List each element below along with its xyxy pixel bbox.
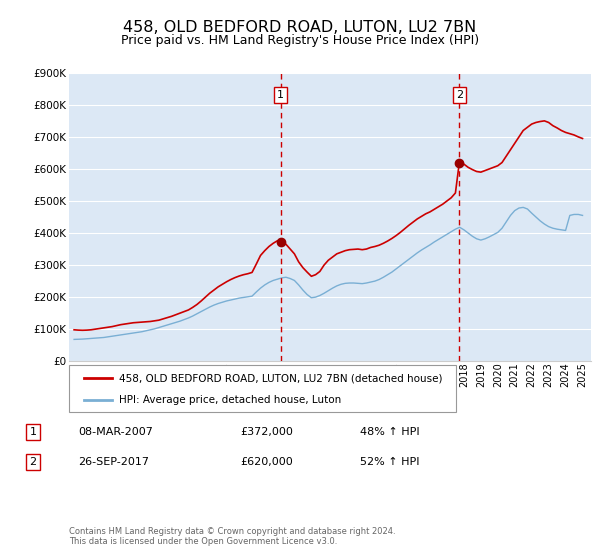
Text: 458, OLD BEDFORD ROAD, LUTON, LU2 7BN: 458, OLD BEDFORD ROAD, LUTON, LU2 7BN bbox=[124, 20, 476, 35]
Text: 2: 2 bbox=[29, 457, 37, 467]
Text: £372,000: £372,000 bbox=[240, 427, 293, 437]
Text: 52% ↑ HPI: 52% ↑ HPI bbox=[360, 457, 419, 467]
Text: 08-MAR-2007: 08-MAR-2007 bbox=[78, 427, 153, 437]
Text: £620,000: £620,000 bbox=[240, 457, 293, 467]
Text: 1: 1 bbox=[29, 427, 37, 437]
Text: 458, OLD BEDFORD ROAD, LUTON, LU2 7BN (detached house): 458, OLD BEDFORD ROAD, LUTON, LU2 7BN (d… bbox=[119, 373, 443, 383]
Text: 26-SEP-2017: 26-SEP-2017 bbox=[78, 457, 149, 467]
Text: 1: 1 bbox=[277, 90, 284, 100]
Text: Price paid vs. HM Land Registry's House Price Index (HPI): Price paid vs. HM Land Registry's House … bbox=[121, 34, 479, 46]
Text: HPI: Average price, detached house, Luton: HPI: Average price, detached house, Luto… bbox=[119, 395, 341, 405]
Text: 2: 2 bbox=[456, 90, 463, 100]
FancyBboxPatch shape bbox=[69, 365, 456, 412]
Text: Contains HM Land Registry data © Crown copyright and database right 2024.
This d: Contains HM Land Registry data © Crown c… bbox=[69, 526, 395, 546]
Text: 48% ↑ HPI: 48% ↑ HPI bbox=[360, 427, 419, 437]
